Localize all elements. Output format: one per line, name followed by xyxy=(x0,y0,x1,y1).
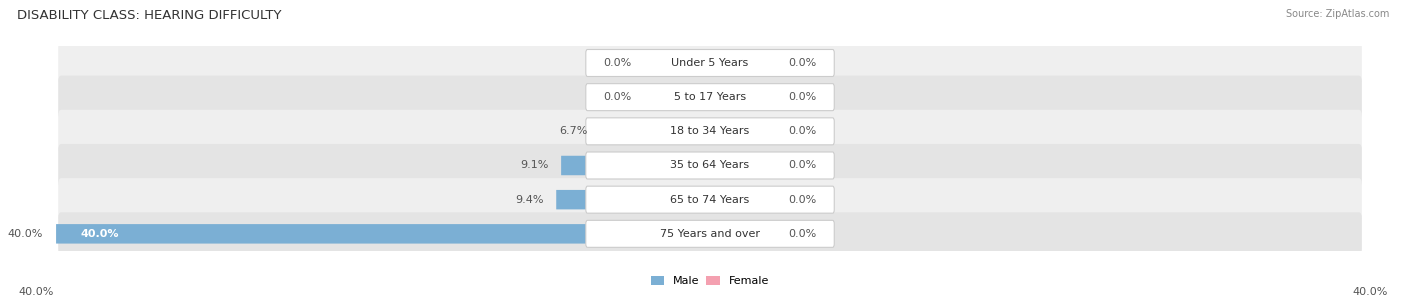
Text: 0.0%: 0.0% xyxy=(789,195,817,205)
FancyBboxPatch shape xyxy=(58,144,1362,187)
FancyBboxPatch shape xyxy=(586,186,834,213)
FancyBboxPatch shape xyxy=(586,152,834,179)
FancyBboxPatch shape xyxy=(644,53,710,73)
Text: 35 to 64 Years: 35 to 64 Years xyxy=(671,160,749,170)
Text: 0.0%: 0.0% xyxy=(603,92,631,102)
Legend: Male, Female: Male, Female xyxy=(647,271,773,290)
Text: 40.0%: 40.0% xyxy=(8,229,44,239)
FancyBboxPatch shape xyxy=(710,190,776,209)
FancyBboxPatch shape xyxy=(710,88,776,107)
Text: 40.0%: 40.0% xyxy=(18,287,53,297)
Text: Under 5 Years: Under 5 Years xyxy=(672,58,748,68)
Text: 75 Years and over: 75 Years and over xyxy=(659,229,761,239)
Text: 0.0%: 0.0% xyxy=(789,92,817,102)
FancyBboxPatch shape xyxy=(58,41,1362,84)
Text: DISABILITY CLASS: HEARING DIFFICULTY: DISABILITY CLASS: HEARING DIFFICULTY xyxy=(17,9,281,22)
FancyBboxPatch shape xyxy=(561,156,710,175)
Text: 18 to 34 Years: 18 to 34 Years xyxy=(671,126,749,136)
FancyBboxPatch shape xyxy=(586,50,834,76)
FancyBboxPatch shape xyxy=(586,220,834,247)
Text: 9.1%: 9.1% xyxy=(520,160,548,170)
FancyBboxPatch shape xyxy=(710,224,776,244)
Text: 65 to 74 Years: 65 to 74 Years xyxy=(671,195,749,205)
FancyBboxPatch shape xyxy=(58,110,1362,153)
FancyBboxPatch shape xyxy=(58,178,1362,221)
FancyBboxPatch shape xyxy=(586,118,834,145)
Text: 0.0%: 0.0% xyxy=(603,58,631,68)
FancyBboxPatch shape xyxy=(586,84,834,111)
FancyBboxPatch shape xyxy=(644,88,710,107)
Text: 0.0%: 0.0% xyxy=(789,229,817,239)
FancyBboxPatch shape xyxy=(56,224,710,244)
Text: 40.0%: 40.0% xyxy=(80,229,120,239)
Text: 6.7%: 6.7% xyxy=(560,126,588,136)
FancyBboxPatch shape xyxy=(600,121,710,141)
Text: 0.0%: 0.0% xyxy=(789,126,817,136)
FancyBboxPatch shape xyxy=(58,212,1362,256)
FancyBboxPatch shape xyxy=(710,53,776,73)
Text: 40.0%: 40.0% xyxy=(1353,287,1388,297)
Text: 9.4%: 9.4% xyxy=(515,195,543,205)
FancyBboxPatch shape xyxy=(710,156,776,175)
FancyBboxPatch shape xyxy=(58,76,1362,119)
FancyBboxPatch shape xyxy=(557,190,710,209)
Text: 0.0%: 0.0% xyxy=(789,58,817,68)
Text: 0.0%: 0.0% xyxy=(789,160,817,170)
FancyBboxPatch shape xyxy=(710,121,776,141)
Text: 5 to 17 Years: 5 to 17 Years xyxy=(673,92,747,102)
Text: Source: ZipAtlas.com: Source: ZipAtlas.com xyxy=(1285,9,1389,19)
